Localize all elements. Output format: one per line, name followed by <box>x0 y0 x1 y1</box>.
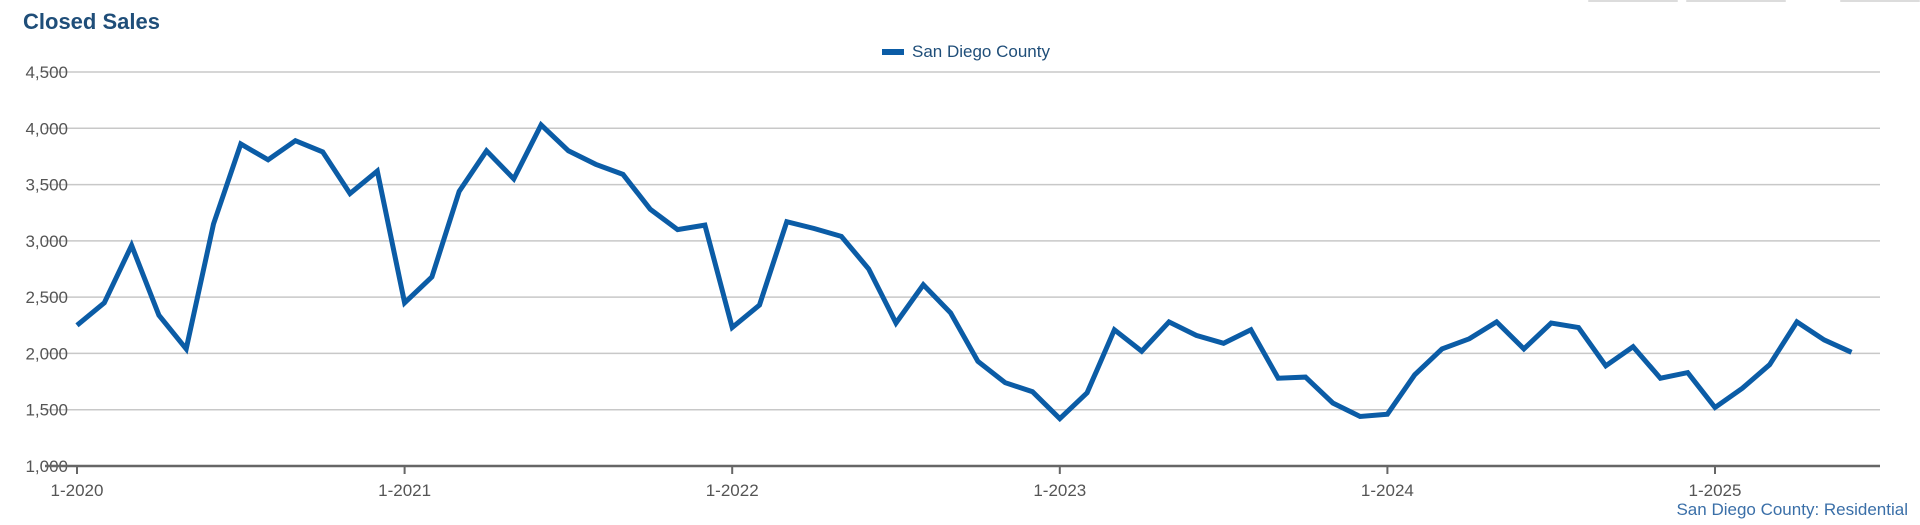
data-point[interactable] <box>672 224 684 236</box>
data-point[interactable] <box>235 138 247 150</box>
data-point[interactable] <box>98 297 110 309</box>
data-point[interactable] <box>1409 369 1421 381</box>
data-point[interactable] <box>1108 324 1120 336</box>
data-point[interactable] <box>945 307 957 319</box>
toolbar-tab-1[interactable] <box>1588 0 1678 2</box>
chart-title: Closed Sales <box>23 9 160 34</box>
data-point[interactable] <box>399 297 411 309</box>
data-point[interactable] <box>289 135 301 147</box>
legend[interactable]: San Diego County <box>882 42 1050 62</box>
data-point[interactable] <box>1027 386 1039 398</box>
data-point[interactable] <box>1682 367 1694 379</box>
data-point[interactable] <box>1218 337 1230 349</box>
data-point[interactable] <box>1190 329 1202 341</box>
data-point[interactable] <box>1354 410 1366 422</box>
data-point[interactable] <box>71 319 83 331</box>
data-point[interactable] <box>508 173 520 185</box>
data-point[interactable] <box>1736 382 1748 394</box>
data-point[interactable] <box>535 119 547 131</box>
y-tick-label: 2,000 <box>25 344 68 363</box>
data-point[interactable] <box>562 145 574 157</box>
data-point[interactable] <box>1381 408 1393 420</box>
data-point[interactable] <box>1272 372 1284 384</box>
data-point[interactable] <box>1327 397 1339 409</box>
data-point[interactable] <box>180 343 192 355</box>
data-point[interactable] <box>1791 316 1803 328</box>
x-tick-label: 1-2020 <box>51 481 104 500</box>
data-point[interactable] <box>344 188 356 200</box>
data-point[interactable] <box>1764 359 1776 371</box>
legend-swatch <box>882 49 904 55</box>
y-tick-label: 4,500 <box>25 63 68 82</box>
data-point[interactable] <box>999 377 1011 389</box>
y-tick-label: 3,500 <box>25 176 68 195</box>
x-tick-label: 1-2021 <box>378 481 431 500</box>
data-point[interactable] <box>617 168 629 180</box>
data-point[interactable] <box>781 216 793 228</box>
data-point[interactable] <box>754 299 766 311</box>
data-point[interactable] <box>863 263 875 275</box>
data-point[interactable] <box>208 218 220 230</box>
legend-label: San Diego County <box>912 42 1050 61</box>
data-point[interactable] <box>1545 317 1557 329</box>
x-tick-label: 1-2025 <box>1689 481 1742 500</box>
data-point[interactable] <box>1163 316 1175 328</box>
data-point[interactable] <box>426 271 438 283</box>
data-point[interactable] <box>1818 334 1830 346</box>
data-point[interactable] <box>453 185 465 197</box>
data-point[interactable] <box>1600 360 1612 372</box>
x-tick-label: 1-2023 <box>1033 481 1086 500</box>
toolbar-tab-2[interactable] <box>1686 0 1786 2</box>
data-point[interactable] <box>644 203 656 215</box>
data-point[interactable] <box>808 222 820 234</box>
y-tick-label: 2,500 <box>25 288 68 307</box>
source-caption: San Diego County: Residential <box>1676 500 1908 519</box>
data-point[interactable] <box>699 219 711 231</box>
data-point[interactable] <box>1573 322 1585 334</box>
y-tick-label: 3,000 <box>25 232 68 251</box>
data-point[interactable] <box>371 165 383 177</box>
data-point[interactable] <box>590 158 602 170</box>
data-point[interactable] <box>1054 413 1066 425</box>
data-point[interactable] <box>1245 324 1257 336</box>
data-point[interactable] <box>1136 345 1148 357</box>
toolbar-tab-3[interactable] <box>1840 0 1920 2</box>
data-point[interactable] <box>317 146 329 158</box>
data-point[interactable] <box>1654 372 1666 384</box>
x-axis: 1-2020 1-2021 1-2022 1-2023 1-2024 1-2025 <box>45 464 1880 500</box>
data-point[interactable] <box>1081 387 1093 399</box>
data-point[interactable] <box>726 322 738 334</box>
x-tick-label: 1-2024 <box>1361 481 1414 500</box>
data-point[interactable] <box>890 317 902 329</box>
y-tick-label: 1,500 <box>25 401 68 420</box>
data-point[interactable] <box>126 239 138 251</box>
data-point[interactable] <box>972 355 984 367</box>
data-point[interactable] <box>1627 341 1639 353</box>
data-point[interactable] <box>1436 343 1448 355</box>
data-point[interactable] <box>1463 333 1475 345</box>
y-tick-label: 4,000 <box>25 119 68 138</box>
data-point[interactable] <box>262 154 274 166</box>
data-point[interactable] <box>835 230 847 242</box>
data-point[interactable] <box>1518 343 1530 355</box>
data-point[interactable] <box>1300 371 1312 383</box>
data-point[interactable] <box>1846 346 1858 358</box>
series-line[interactable] <box>75 120 1853 423</box>
grid-lines <box>45 71 1880 411</box>
data-point[interactable] <box>917 279 929 291</box>
series-layer <box>71 119 1858 425</box>
data-point[interactable] <box>1491 316 1503 328</box>
data-point[interactable] <box>1709 401 1721 413</box>
data-point[interactable] <box>481 145 493 157</box>
x-tick-label: 1-2022 <box>706 481 759 500</box>
data-point[interactable] <box>153 309 165 321</box>
